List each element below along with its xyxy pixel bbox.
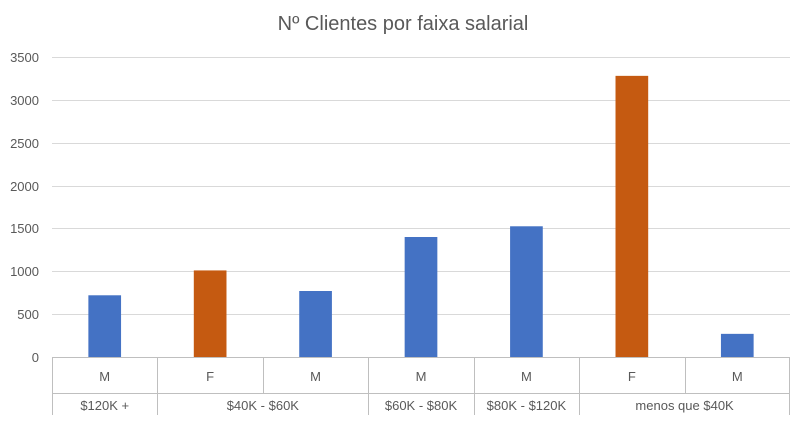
bars <box>88 75 754 357</box>
y-tick-label: 0 <box>32 350 39 365</box>
x-category-label: M <box>732 369 743 384</box>
y-tick-label: 3000 <box>10 93 39 108</box>
y-tick-label: 500 <box>17 307 39 322</box>
x-category-label: M <box>99 369 110 384</box>
y-axis-ticks: 0 500 1000 1500 2000 2500 3000 3500 <box>10 50 39 365</box>
y-tick-label: 2500 <box>10 136 39 151</box>
x-group-label: $120K + <box>80 398 129 413</box>
y-tick-label: 1000 <box>10 264 39 279</box>
x-category-label: F <box>628 369 636 384</box>
x-category-label: F <box>206 369 214 384</box>
bar <box>299 291 332 357</box>
x-category-label: M <box>416 369 427 384</box>
y-tick-label: 3500 <box>10 50 39 65</box>
x-category-label: M <box>310 369 321 384</box>
x-category-label: M <box>521 369 532 384</box>
chart-title: Nº Clientes por faixa salarial <box>278 13 529 35</box>
bar <box>88 295 122 357</box>
bar <box>615 75 649 357</box>
x-group-label: menos que $40K <box>635 398 734 413</box>
bar <box>404 237 438 357</box>
bar <box>720 333 754 357</box>
x-group-label: $40K - $60K <box>227 398 300 413</box>
bar <box>510 226 543 357</box>
y-tick-label: 2000 <box>10 179 39 194</box>
x-group-label: $80K - $120K <box>487 398 567 413</box>
bar <box>193 270 227 357</box>
x-axis-categories: M F M M M F M $120K + $40K - $60K $60K - $80K $80K… <box>52 357 790 415</box>
y-tick-label: 1500 <box>10 221 39 236</box>
x-group-label: $60K - $80K <box>385 398 458 413</box>
